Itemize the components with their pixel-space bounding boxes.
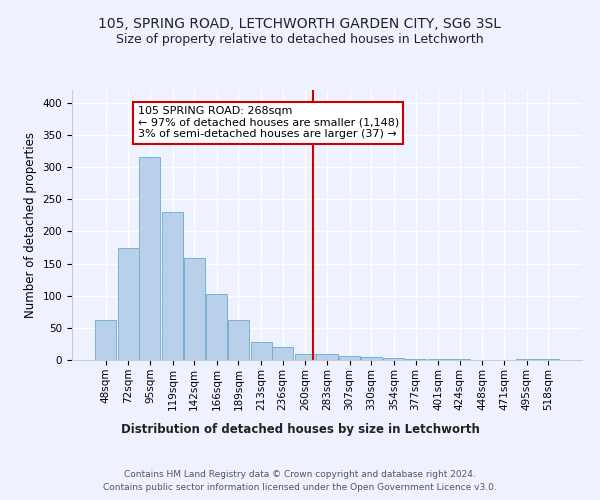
Bar <box>361 358 382 360</box>
Bar <box>272 346 293 360</box>
Bar <box>295 354 316 360</box>
Bar <box>184 258 205 360</box>
Text: Distribution of detached houses by size in Letchworth: Distribution of detached houses by size … <box>121 422 479 436</box>
Text: Contains HM Land Registry data © Crown copyright and database right 2024.: Contains HM Land Registry data © Crown c… <box>124 470 476 479</box>
Bar <box>516 358 537 360</box>
Y-axis label: Number of detached properties: Number of detached properties <box>24 132 37 318</box>
Bar <box>339 356 360 360</box>
Bar <box>251 342 272 360</box>
Bar <box>162 212 183 360</box>
Bar <box>206 294 227 360</box>
Text: Size of property relative to detached houses in Letchworth: Size of property relative to detached ho… <box>116 32 484 46</box>
Bar <box>118 248 139 360</box>
Text: 105, SPRING ROAD, LETCHWORTH GARDEN CITY, SG6 3SL: 105, SPRING ROAD, LETCHWORTH GARDEN CITY… <box>98 18 502 32</box>
Bar <box>405 358 426 360</box>
Text: 105 SPRING ROAD: 268sqm
← 97% of detached houses are smaller (1,148)
3% of semi-: 105 SPRING ROAD: 268sqm ← 97% of detache… <box>138 106 399 140</box>
Text: Contains public sector information licensed under the Open Government Licence v3: Contains public sector information licen… <box>103 482 497 492</box>
Bar <box>139 158 160 360</box>
Bar <box>95 320 116 360</box>
Bar <box>316 354 338 360</box>
Bar <box>228 320 249 360</box>
Bar <box>383 358 404 360</box>
